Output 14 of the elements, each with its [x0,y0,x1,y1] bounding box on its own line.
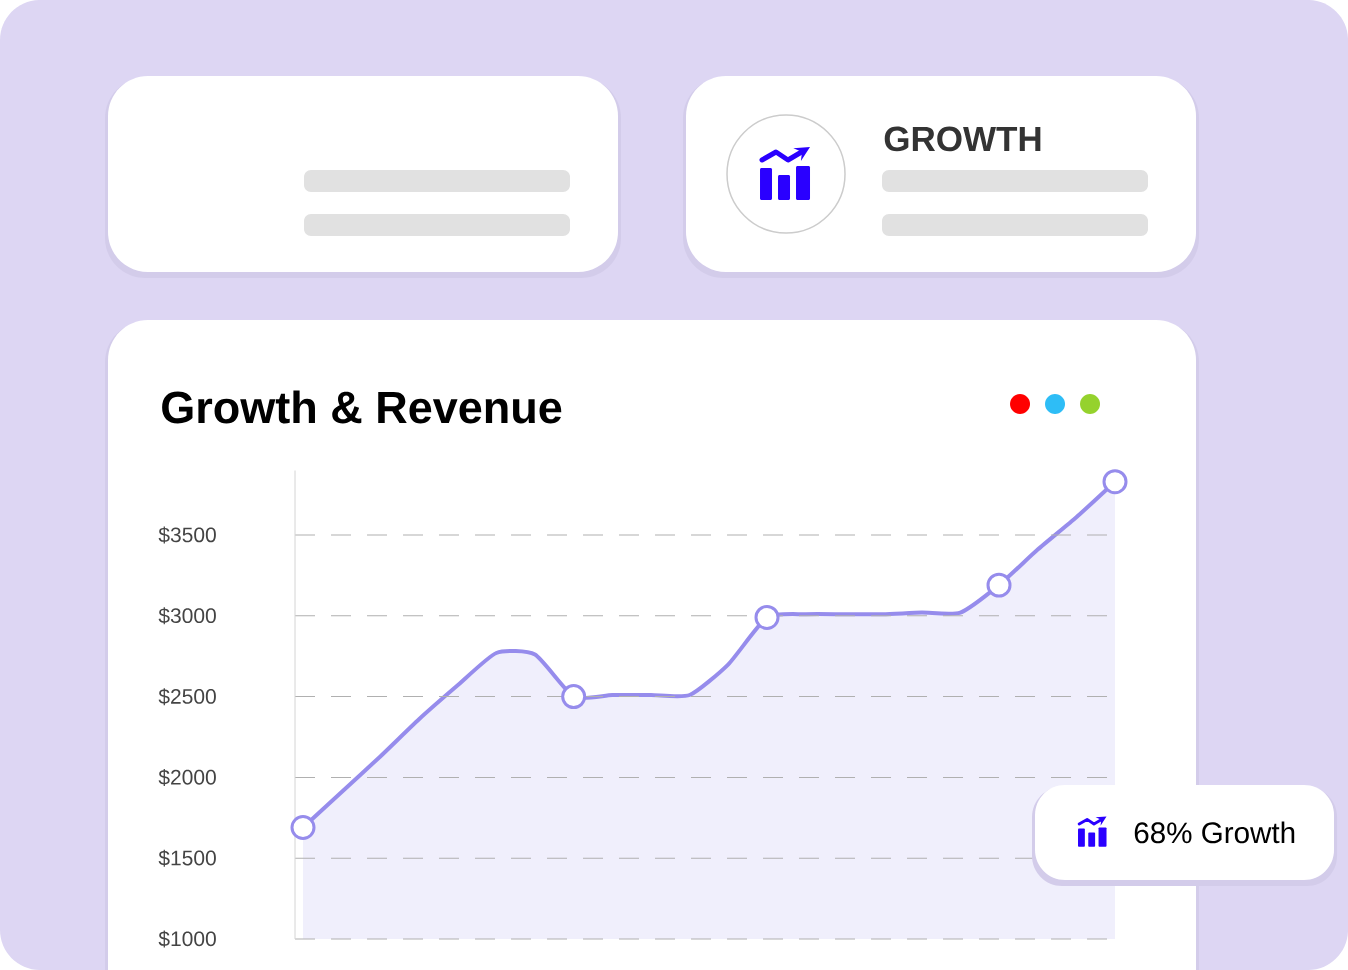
point [290,815,316,840]
text: GROWTH [884,126,1041,152]
point [986,572,1012,598]
text: 68% Growth [1134,821,1295,844]
y-tick-label: $2000 [158,768,216,786]
y-tick-label: $1500 [158,849,216,867]
point [1102,469,1128,495]
y-tick-label: $3500 [158,526,216,544]
y-tick-label: $3000 [158,607,216,625]
y-tick-label: $1000 [158,930,216,948]
y-tick-label: $2500 [158,688,216,706]
chart-title: Growth & Revenue [162,390,562,424]
point [754,604,780,630]
point [561,684,587,710]
